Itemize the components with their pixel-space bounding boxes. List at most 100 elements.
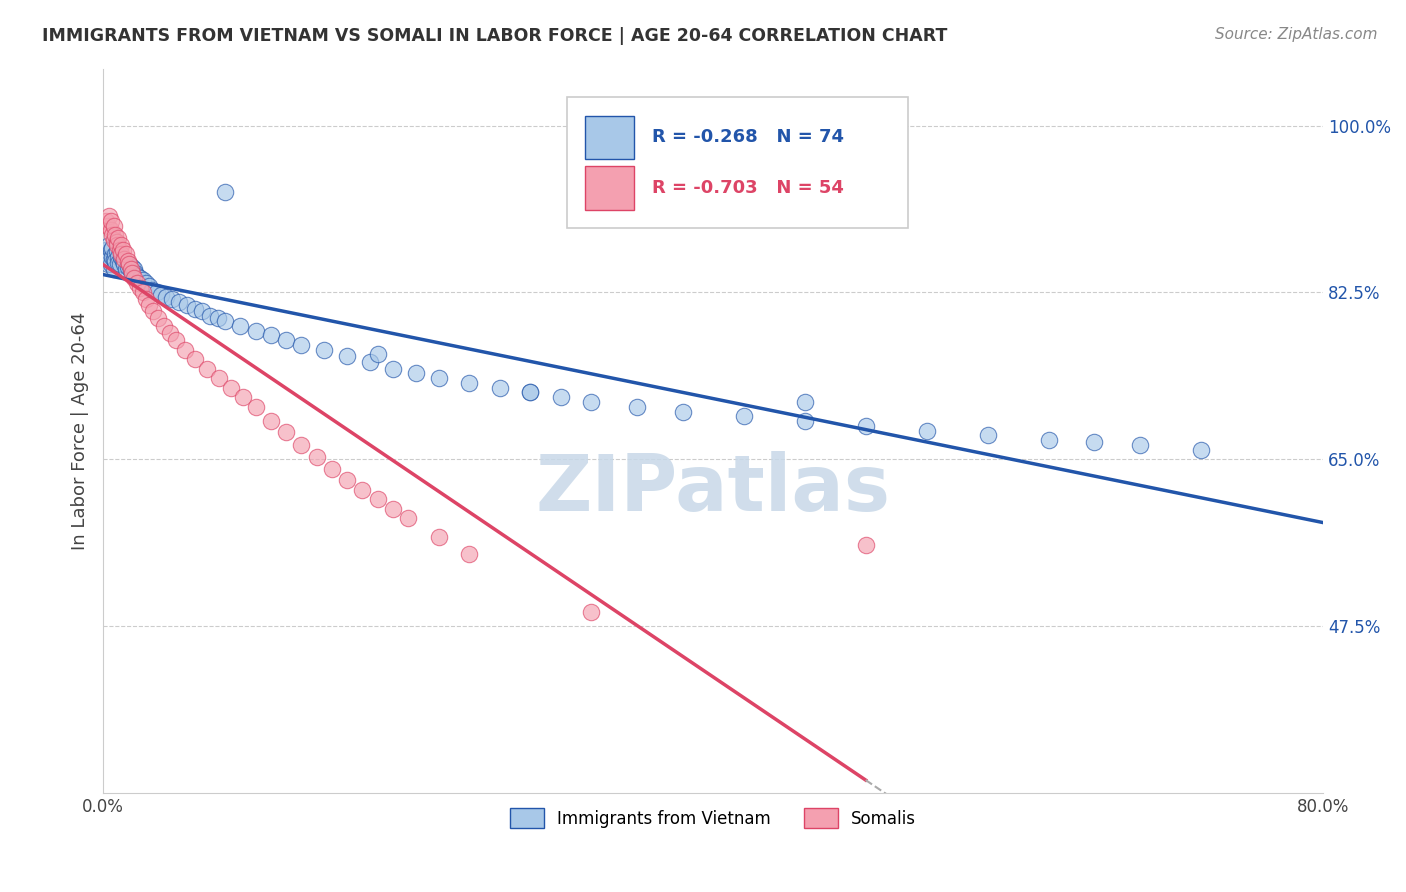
- Point: [108, 243, 131, 257]
- Point: [110, 250, 132, 264]
- Point: [176, 298, 198, 312]
- Point: [290, 338, 312, 352]
- Point: [245, 400, 267, 414]
- Point: [125, 269, 148, 284]
- Point: [103, 219, 125, 233]
- Point: [132, 285, 155, 300]
- Point: [107, 250, 129, 264]
- Point: [488, 381, 510, 395]
- Point: [120, 263, 142, 277]
- Point: [121, 260, 143, 274]
- Point: [229, 318, 252, 333]
- FancyBboxPatch shape: [567, 97, 908, 227]
- Point: [519, 385, 541, 400]
- Point: [208, 371, 231, 385]
- Point: [100, 243, 122, 257]
- Point: [153, 318, 176, 333]
- Point: [219, 381, 242, 395]
- Point: [207, 311, 229, 326]
- Point: [427, 371, 450, 385]
- Point: [146, 311, 169, 326]
- Point: [107, 231, 129, 245]
- Point: [276, 333, 298, 347]
- Point: [101, 241, 124, 255]
- Point: [122, 271, 145, 285]
- Point: [98, 237, 121, 252]
- Point: [458, 548, 481, 562]
- Point: [191, 304, 214, 318]
- Point: [793, 414, 815, 428]
- Point: [114, 252, 136, 266]
- Point: [150, 288, 173, 302]
- Point: [1189, 442, 1212, 457]
- Point: [135, 292, 157, 306]
- Point: [793, 395, 815, 409]
- Point: [122, 261, 145, 276]
- Point: [132, 273, 155, 287]
- Point: [672, 404, 695, 418]
- Point: [381, 501, 404, 516]
- Point: [165, 333, 187, 347]
- Text: R = -0.703   N = 54: R = -0.703 N = 54: [652, 179, 844, 197]
- Point: [98, 252, 121, 266]
- Point: [141, 283, 163, 297]
- Point: [214, 314, 236, 328]
- Point: [1129, 438, 1152, 452]
- Point: [1083, 435, 1105, 450]
- Point: [290, 438, 312, 452]
- Legend: Immigrants from Vietnam, Somalis: Immigrants from Vietnam, Somalis: [503, 801, 922, 835]
- Point: [915, 424, 938, 438]
- Point: [733, 409, 755, 424]
- Text: ZIPatlas: ZIPatlas: [536, 450, 890, 526]
- Point: [855, 418, 877, 433]
- Point: [367, 347, 389, 361]
- Point: [245, 324, 267, 338]
- Point: [101, 228, 124, 243]
- Point: [159, 326, 181, 341]
- Point: [105, 237, 128, 252]
- Point: [160, 292, 183, 306]
- Point: [260, 414, 283, 428]
- Point: [352, 483, 374, 497]
- Text: R = -0.268   N = 74: R = -0.268 N = 74: [652, 128, 844, 146]
- Point: [128, 280, 150, 294]
- Point: [579, 605, 602, 619]
- Point: [855, 538, 877, 552]
- Point: [142, 304, 165, 318]
- Point: [104, 254, 127, 268]
- Point: [145, 285, 167, 300]
- Point: [138, 278, 160, 293]
- Point: [100, 257, 122, 271]
- Point: [195, 361, 218, 376]
- Point: [100, 223, 122, 237]
- Point: [120, 261, 142, 276]
- Point: [110, 247, 132, 261]
- Point: [198, 310, 221, 324]
- FancyBboxPatch shape: [585, 116, 634, 159]
- Point: [117, 254, 139, 268]
- Point: [104, 228, 127, 243]
- Point: [359, 355, 381, 369]
- Point: [314, 343, 336, 357]
- Point: [128, 271, 150, 285]
- Point: [111, 243, 134, 257]
- Point: [105, 244, 128, 259]
- Point: [381, 361, 404, 376]
- Point: [519, 385, 541, 400]
- Point: [260, 328, 283, 343]
- Y-axis label: In Labor Force | Age 20-64: In Labor Force | Age 20-64: [72, 311, 89, 549]
- Point: [367, 492, 389, 507]
- Point: [321, 461, 343, 475]
- Point: [100, 214, 122, 228]
- Point: [169, 295, 191, 310]
- Point: [305, 450, 328, 465]
- Point: [155, 290, 177, 304]
- Point: [96, 214, 118, 228]
- Point: [336, 473, 359, 487]
- Point: [276, 425, 298, 440]
- Point: [579, 395, 602, 409]
- Point: [135, 276, 157, 290]
- Point: [396, 511, 419, 525]
- Point: [104, 247, 127, 261]
- Point: [115, 261, 138, 276]
